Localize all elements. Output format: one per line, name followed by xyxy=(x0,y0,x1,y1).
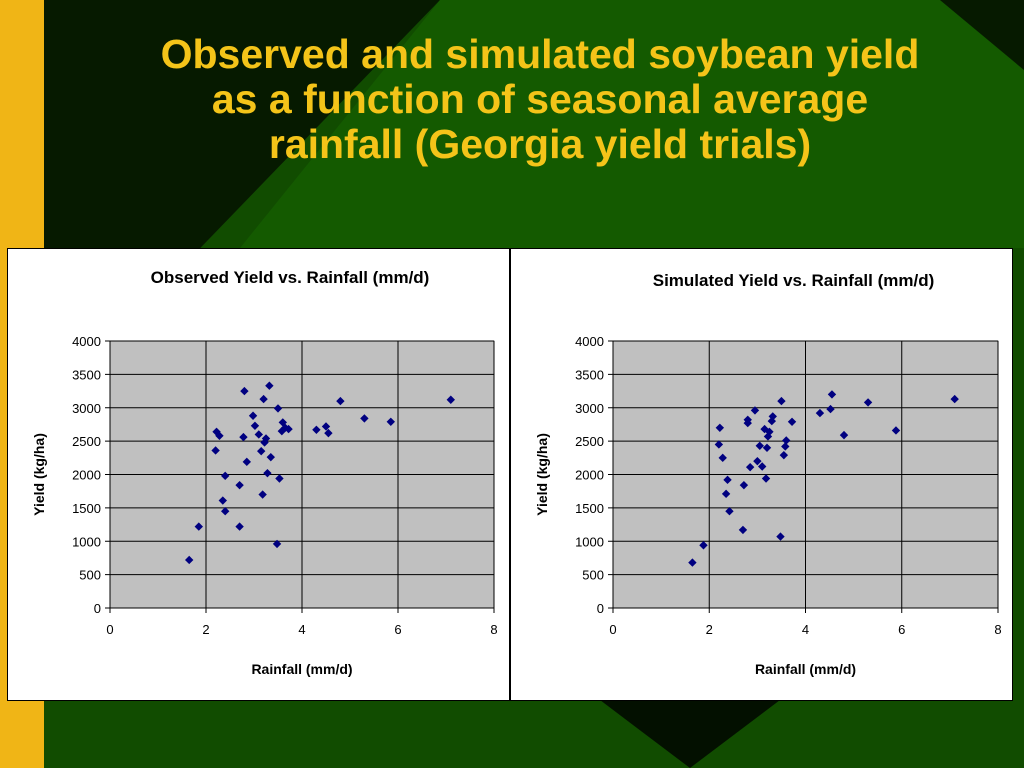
data-point xyxy=(239,432,248,442)
data-point xyxy=(221,471,230,481)
data-point xyxy=(776,532,785,541)
x-axis-label: Rainfall (mm/d) xyxy=(755,661,856,677)
x-tick-label: 4 xyxy=(802,622,809,637)
data-point xyxy=(753,456,762,466)
y-tick-label: 1000 xyxy=(72,534,101,549)
y-tick-label: 0 xyxy=(94,601,101,616)
data-point xyxy=(755,441,764,450)
x-tick-label: 8 xyxy=(994,622,1001,637)
data-point xyxy=(765,427,774,436)
y-axis-label: Yield (kg/ha) xyxy=(31,433,47,516)
x-tick-label: 0 xyxy=(609,622,616,637)
y-tick-label: 2500 xyxy=(575,434,604,449)
y-tick-label: 2000 xyxy=(72,468,101,483)
data-point xyxy=(815,408,825,418)
slide-title: Observed and simulated soybean yield as … xyxy=(60,32,1020,167)
data-point xyxy=(261,434,271,443)
data-point xyxy=(950,394,959,404)
data-point xyxy=(782,436,791,445)
slide-title-line-3: rainfall (Georgia yield trials) xyxy=(268,121,812,167)
x-tick-label: 0 xyxy=(106,622,113,637)
data-point xyxy=(259,394,268,404)
y-tick-label: 3000 xyxy=(575,401,604,416)
data-point xyxy=(762,443,772,452)
y-tick-label: 500 xyxy=(582,568,604,583)
x-tick-label: 2 xyxy=(202,622,209,637)
y-tick-label: 2500 xyxy=(72,434,101,449)
y-tick-label: 2000 xyxy=(575,468,604,483)
slide-title-line-2: as a function of seasonal average xyxy=(211,76,869,122)
y-tick-label: 4000 xyxy=(575,334,604,349)
data-point xyxy=(266,452,275,462)
data-point xyxy=(257,446,266,456)
x-axis-label: Rainfall (mm/d) xyxy=(251,661,352,677)
data-point xyxy=(738,525,748,535)
data-point xyxy=(242,457,251,467)
data-point xyxy=(218,496,227,505)
x-tick-label: 6 xyxy=(394,622,401,637)
data-point xyxy=(321,422,331,431)
data-point xyxy=(779,450,789,460)
y-tick-label: 1500 xyxy=(72,501,101,516)
x-tick-label: 6 xyxy=(898,622,905,637)
data-point xyxy=(360,414,369,423)
data-point xyxy=(386,417,395,426)
data-point xyxy=(839,430,849,440)
data-point xyxy=(235,480,244,490)
data-point xyxy=(743,415,752,424)
data-point xyxy=(699,541,708,550)
y-tick-label: 500 xyxy=(79,568,101,583)
data-point xyxy=(248,411,258,420)
data-point xyxy=(757,462,767,471)
data-point xyxy=(336,396,345,406)
data-point xyxy=(768,412,777,421)
slide-title-line-1: Observed and simulated soybean yield xyxy=(160,31,920,77)
data-point xyxy=(278,418,287,427)
observed-yield-chart: Observed Yield vs. Rainfall (mm/d) 0 500 10… xyxy=(31,268,498,677)
data-point xyxy=(777,396,786,406)
data-point xyxy=(250,421,260,430)
data-point xyxy=(324,428,333,438)
chart-title: Observed Yield vs. Rainfall (mm/d) xyxy=(151,268,430,287)
observed-chart-panel: Observed Yield vs. Rainfall (mm/d) 0 500 10… xyxy=(7,248,510,701)
data-point xyxy=(745,462,755,472)
x-tick-label: 8 xyxy=(490,622,497,637)
simulated-yield-chart: Simulated Yield vs. Rainfall (mm/d) 0 500 1… xyxy=(534,271,1002,677)
y-tick-label: 0 xyxy=(597,601,604,616)
data-point xyxy=(688,558,697,567)
y-tick-label: 3500 xyxy=(72,367,101,382)
data-point xyxy=(254,430,263,439)
data-point xyxy=(891,426,901,435)
data-point xyxy=(721,489,731,499)
x-tick-label: 2 xyxy=(706,622,713,637)
data-point xyxy=(258,490,267,499)
data-point xyxy=(284,424,293,434)
y-tick-label: 3500 xyxy=(575,367,604,382)
data-point xyxy=(240,386,249,396)
chart-title: Simulated Yield vs. Rainfall (mm/d) xyxy=(653,271,935,290)
y-tick-label: 3000 xyxy=(72,401,101,416)
data-point xyxy=(275,474,284,483)
simulated-chart-panel: Simulated Yield vs. Rainfall (mm/d) 0 500 1… xyxy=(510,248,1013,701)
y-tick-label: 1500 xyxy=(575,501,604,516)
data-point xyxy=(750,406,760,415)
y-tick-label: 4000 xyxy=(72,334,101,349)
data-point xyxy=(826,404,835,414)
data-point xyxy=(446,395,455,404)
data-point xyxy=(221,507,230,516)
y-axis-label: Yield (kg/ha) xyxy=(534,433,550,516)
data-point xyxy=(827,390,837,399)
data-point xyxy=(263,468,272,478)
data-point xyxy=(787,417,797,426)
data-point xyxy=(714,440,724,449)
data-point xyxy=(273,404,283,413)
y-tick-label: 1000 xyxy=(575,534,604,549)
x-tick-label: 4 xyxy=(298,622,305,637)
data-point xyxy=(863,398,873,407)
